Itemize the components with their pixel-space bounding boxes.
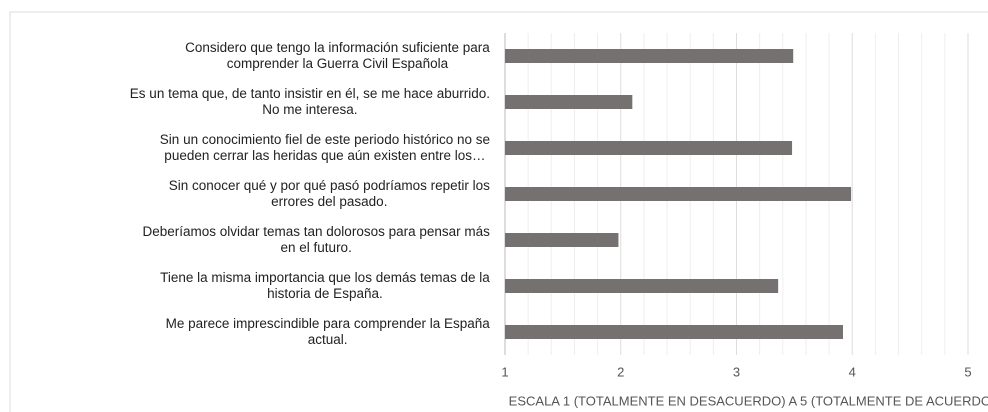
bar <box>505 187 852 201</box>
bar <box>505 279 779 293</box>
chart-frame <box>9 11 988 412</box>
bar <box>505 233 619 247</box>
bar <box>505 95 633 109</box>
y-tick-label: Deberíamos olvidar temas tan dolorosos p… <box>142 224 490 255</box>
bar <box>505 325 843 339</box>
y-tick-label: Me parece imprescindible para comprender… <box>166 316 491 347</box>
y-tick-label: Sin conocer qué y por qué pasó podríamos… <box>169 178 490 209</box>
x-tick-label: 2 <box>617 364 624 379</box>
bar <box>505 141 793 155</box>
x-tick-label: 5 <box>964 364 971 379</box>
x-tick-label: 3 <box>733 364 740 379</box>
x-tick-label: 4 <box>849 364 856 379</box>
y-tick-label: Sin un conocimiento fiel de este periodo… <box>160 132 490 163</box>
y-tick-label: Considero que tengo la información sufic… <box>185 40 490 71</box>
y-tick-label: Es un tema que, de tanto insistir en él,… <box>130 86 490 117</box>
x-tick-label: 1 <box>501 364 508 379</box>
bar <box>505 49 794 63</box>
x-axis-title: ESCALA 1 (TOTALMENTE EN DESACUERDO) A 5 … <box>509 393 988 408</box>
y-tick-label: Tiene la misma importancia que los demás… <box>160 270 490 301</box>
